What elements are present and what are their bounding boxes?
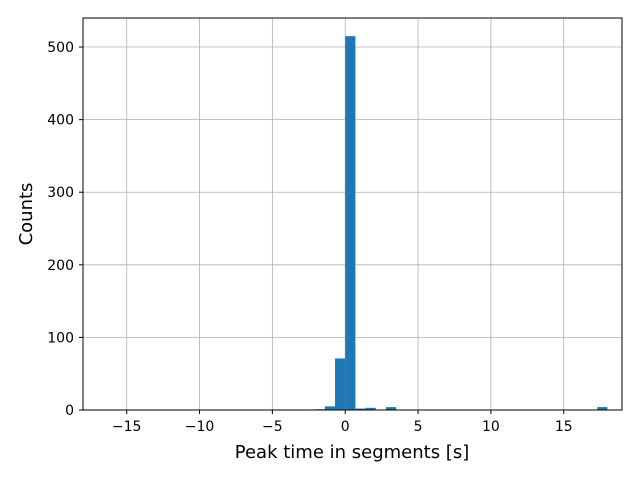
histogram-bar [597, 407, 608, 410]
x-tick-label: −15 [112, 419, 142, 435]
y-tick-label: 300 [47, 185, 74, 201]
x-tick-label: −10 [185, 419, 215, 435]
y-axis-label: Counts [16, 183, 37, 246]
x-tick-label: 15 [555, 419, 573, 435]
x-axis: −15 −10 −5 0 5 10 15 [112, 410, 573, 435]
histogram-bar [386, 407, 397, 410]
x-tick-label: 0 [341, 419, 350, 435]
x-tick-label: 5 [414, 419, 423, 435]
x-axis-label: Peak time in segments [s] [235, 442, 469, 463]
histogram-bar [345, 36, 356, 411]
y-tick-label: 400 [47, 113, 74, 129]
y-tick-label: 0 [65, 403, 74, 419]
x-tick-label: 10 [482, 419, 500, 435]
plot-frame [82, 17, 623, 411]
histogram-bar [324, 406, 336, 410]
y-axis: 0 100 200 300 400 500 [47, 40, 83, 419]
y-tick-label: 100 [47, 330, 74, 346]
y-tick-label: 500 [47, 40, 74, 56]
histogram-bar [355, 408, 366, 410]
y-tick-label: 200 [47, 258, 74, 274]
x-tick-label: −5 [262, 419, 283, 435]
histogram-bar [335, 358, 346, 410]
histogram-bar [365, 407, 376, 410]
